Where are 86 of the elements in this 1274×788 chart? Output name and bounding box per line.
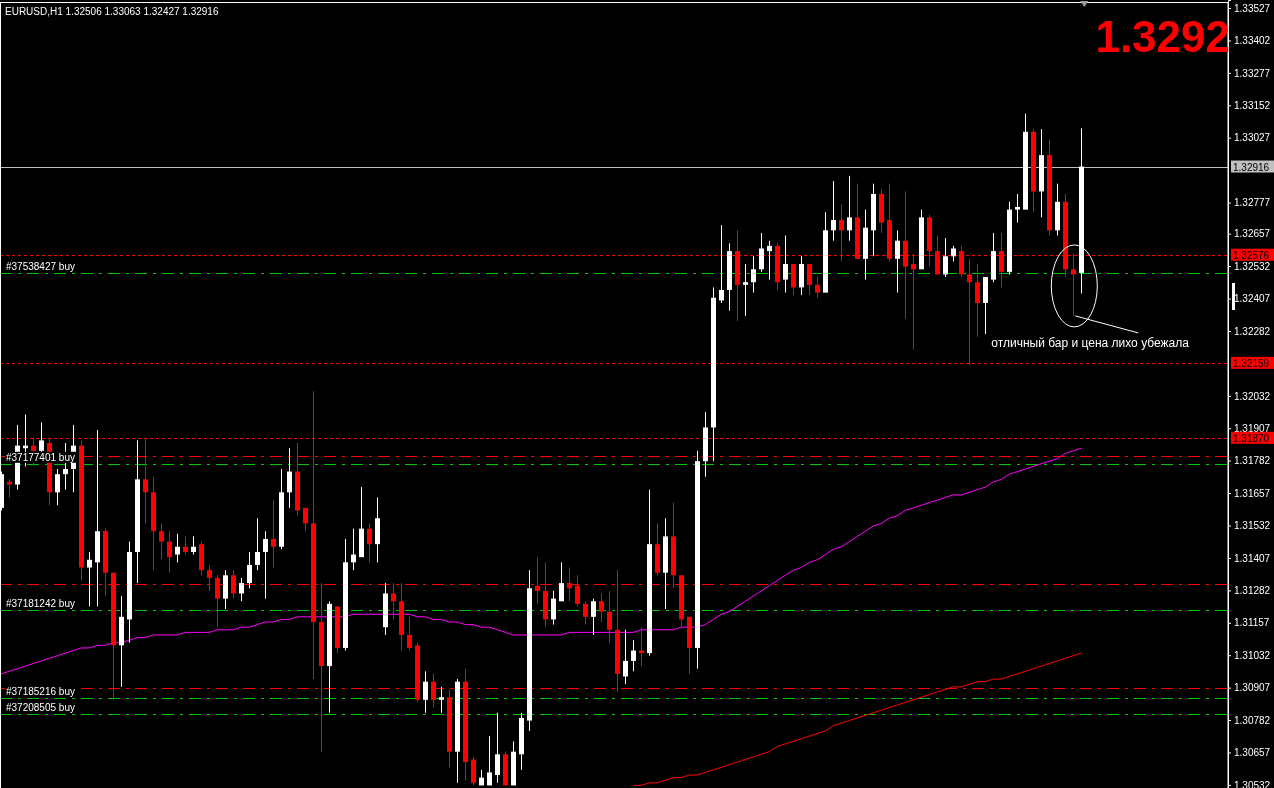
candlestick <box>487 735 492 786</box>
candlestick <box>191 535 196 556</box>
candlestick <box>239 577 244 602</box>
candlestick <box>959 245 964 278</box>
candlestick <box>7 478 12 498</box>
candlestick <box>599 592 604 623</box>
y-tick-label: 1.32532 <box>1234 260 1271 272</box>
y-tick-label: 1.31782 <box>1234 455 1271 467</box>
candlestick <box>583 600 588 626</box>
y-tick-label: 1.31657 <box>1234 487 1271 499</box>
y-tick-label: 1.31532 <box>1234 520 1271 532</box>
candlestick <box>895 229 900 294</box>
candlestick <box>167 530 172 574</box>
candlestick <box>847 175 852 242</box>
y-tick-label: 1.30532 <box>1234 779 1271 788</box>
annotation: отличный бар и цена лихо убежала <box>991 335 1190 350</box>
y-tick-label: 1.30657 <box>1234 747 1271 759</box>
y-tick-label: 1.32777 <box>1234 197 1271 209</box>
candlestick <box>367 522 372 563</box>
y-tick-label: 1.33027 <box>1234 132 1271 144</box>
candlestick <box>623 629 628 685</box>
line-series <box>0 447 1082 675</box>
candlestick <box>471 756 476 786</box>
candlestick <box>767 240 772 281</box>
candlestick <box>591 598 596 636</box>
ref-line-label: #37185216 buy <box>6 685 75 697</box>
y-tick-label: 1.31032 <box>1234 649 1271 661</box>
candlestick <box>943 237 948 278</box>
candlestick <box>799 255 804 296</box>
y-tick-label: 1.32657 <box>1234 228 1271 240</box>
candlestick <box>183 535 188 556</box>
candlestick <box>935 235 940 275</box>
candlestick <box>255 517 260 571</box>
candlestick <box>815 276 820 299</box>
ref-line-label: #37177401 buy <box>6 451 75 463</box>
candlestick <box>551 590 556 626</box>
candlestick <box>271 499 276 569</box>
candlestick <box>807 263 812 296</box>
candlestick <box>391 582 396 620</box>
candlestick <box>791 263 796 296</box>
y-tick-label: 1.33277 <box>1234 67 1271 79</box>
candlestick <box>751 255 756 294</box>
ref-line-label: #37208505 buy <box>6 702 75 714</box>
candlestick <box>55 468 60 506</box>
candlestick <box>175 533 180 563</box>
ref-line-label: 1.31870 <box>1233 432 1270 444</box>
ref-line-label: #37181242 buy <box>6 598 75 610</box>
candlestick <box>759 232 764 273</box>
y-tick-label: 1.30782 <box>1234 714 1271 726</box>
candlestick <box>559 561 564 602</box>
candlestick <box>535 556 540 605</box>
ref-line-label: 1.32916 <box>1233 161 1270 173</box>
candlestick <box>423 670 428 714</box>
candlestick <box>719 224 724 304</box>
candlestick <box>263 530 268 600</box>
ref-line-label: 1.32576 <box>1233 249 1270 261</box>
candlestick <box>87 551 92 607</box>
y-tick-label: 1.31282 <box>1234 585 1271 597</box>
ref-line-label: #37538427 buy <box>6 260 75 272</box>
y-tick-label: 1.33152 <box>1234 100 1271 112</box>
candlestick <box>407 616 412 652</box>
candlestick <box>831 180 836 242</box>
y-tick-label: 1.31157 <box>1234 617 1270 629</box>
candlestick <box>247 551 252 589</box>
candlestick <box>287 447 292 509</box>
candlestick <box>607 590 612 644</box>
y-tick-label: 1.32032 <box>1234 390 1271 402</box>
candlestick <box>743 263 748 317</box>
ref-line-label: 1.32159 <box>1233 357 1270 369</box>
y-tick-label: 1.32282 <box>1234 325 1271 337</box>
y-tick-label: 1.31407 <box>1234 552 1271 564</box>
y-tick-label: 1.33402 <box>1234 35 1271 47</box>
candlestick <box>975 263 980 338</box>
y-tick-label: 1.31907 <box>1234 422 1271 434</box>
text: EURUSD,H1 1.32506 1.33063 1.32427 1.32916 <box>5 6 219 17</box>
candlestick <box>1015 193 1020 224</box>
y-tick-label: 1.32407 <box>1234 293 1271 305</box>
y-tick-label: 1.30907 <box>1234 682 1271 694</box>
y-tick-label: 1.33527 <box>1234 2 1271 14</box>
candlestick <box>223 569 228 610</box>
candlestick <box>351 528 356 571</box>
candlestick <box>159 522 164 561</box>
candlestick <box>495 712 500 784</box>
candlestick <box>439 686 444 714</box>
candlestick <box>631 639 636 672</box>
candlestick <box>783 235 788 294</box>
